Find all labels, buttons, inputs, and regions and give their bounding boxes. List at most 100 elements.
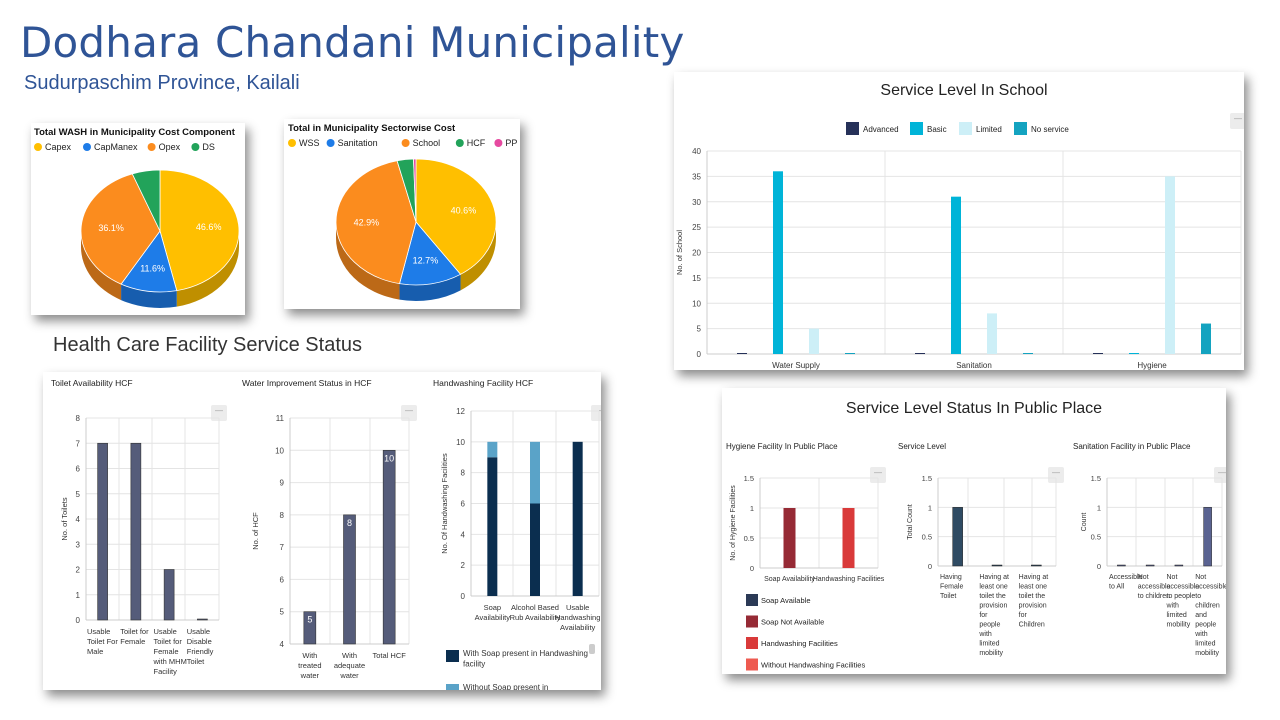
legend-marker (910, 122, 923, 135)
bar-segment (530, 441, 540, 504)
legend-marker (446, 684, 459, 690)
bar (1174, 564, 1184, 567)
bar (783, 508, 796, 568)
y-tick-label: 0 (1097, 562, 1101, 571)
legend-marker (147, 143, 156, 151)
bar (1093, 353, 1103, 354)
pie-data-label: 12.7% (413, 255, 439, 265)
bar (915, 353, 925, 354)
legend-marker (846, 122, 859, 135)
y-tick-label: 1 (1097, 503, 1101, 512)
chart-menu-button[interactable] (1214, 467, 1226, 483)
bar (382, 449, 396, 645)
y-tick-label: 25 (692, 223, 701, 232)
x-tick-label: Total HCF (372, 651, 406, 660)
y-axis-label: No. of Hygiene Facilities (730, 485, 737, 561)
y-tick-label: 4 (461, 530, 466, 539)
y-tick-label: 9 (280, 479, 285, 488)
pie-slice (335, 160, 417, 285)
legend-marker (746, 594, 758, 606)
pie-slice (131, 169, 161, 232)
pie-slice-side (81, 231, 122, 301)
pie-data-label: 42.9% (354, 218, 380, 228)
school-service-chart: Service Level In School Advanced Basic Limi… (675, 82, 1244, 370)
page-title: Dodhara Chandani Municipality (20, 18, 685, 67)
y-tick-label: 15 (692, 274, 701, 283)
legend-label: WSS (299, 138, 320, 148)
bar (987, 313, 997, 354)
y-tick-label: 0 (697, 350, 702, 359)
legend-label: Sanitation (338, 138, 378, 148)
chart-title: Toilet Availability HCF (51, 378, 133, 388)
legend-label: Soap Available (761, 596, 811, 605)
y-tick-label: 5 (280, 608, 285, 617)
chart-menu-icon: — (405, 406, 413, 415)
health-section-title: Health Care Facility Service Status (53, 334, 363, 356)
x-tick-label: Accessible to All (1109, 574, 1143, 591)
legend-marker (83, 143, 91, 151)
bar (1165, 176, 1175, 354)
y-tick-label: 4 (76, 515, 81, 524)
pie-card-wash-cost: Total WASH in Municipality Cost Componen… (31, 123, 245, 315)
bar (1023, 353, 1033, 354)
chart-menu-button[interactable] (211, 405, 227, 421)
legend-marker (446, 650, 459, 662)
legend-marker (191, 143, 200, 151)
bar (1145, 564, 1155, 567)
bar-segment (487, 441, 498, 458)
legend-marker (746, 615, 758, 628)
legend-marker (959, 122, 972, 135)
pie-slice (413, 158, 417, 223)
x-tick-label: Sanitation (956, 361, 992, 370)
pie-slice (415, 158, 497, 275)
legend-label: Handwashing Facilities (761, 639, 838, 648)
pie-slice (159, 169, 240, 292)
chart-menu-button[interactable] (1048, 467, 1064, 483)
y-tick-label: 8 (76, 414, 81, 423)
y-tick-label: 7 (280, 543, 285, 552)
pie-slice (399, 221, 462, 286)
chart-menu-button[interactable] (1230, 113, 1244, 129)
chart-menu-button[interactable] (401, 405, 417, 421)
y-tick-label: 0 (76, 616, 81, 625)
y-axis-label: No. Of Handwashing Facilities (440, 453, 449, 554)
y-axis-label: No. of Toilets (60, 497, 69, 540)
page-subtitle: Sudurpaschim Province, Kailali (24, 72, 300, 94)
bar (1201, 323, 1211, 354)
legend-marker (34, 143, 42, 151)
legend-label: HCF (467, 138, 486, 148)
y-tick-label: 1 (928, 503, 932, 512)
bar (737, 353, 747, 354)
x-tick-label: Not accessible to people with limited mobilit… (1166, 574, 1200, 629)
bar (1031, 564, 1042, 567)
x-tick-label: Having at least one toilet the provision for… (978, 574, 1009, 657)
bar (842, 508, 855, 568)
chart-menu-icon: — (874, 468, 882, 477)
chart-title: Service Level Status In Public Place (846, 400, 1102, 417)
bar-data-label: 8 (347, 518, 352, 528)
y-tick-label: 7 (76, 439, 81, 448)
bar-segment (487, 457, 498, 596)
x-tick-label: With adequate water (334, 651, 365, 680)
x-tick-label: Handwashing Facilities (813, 576, 885, 583)
y-tick-label: 5 (76, 490, 81, 499)
legend-marker (746, 658, 758, 671)
y-tick-label: 0.5 (744, 534, 754, 543)
y-tick-label: 8 (280, 511, 285, 520)
legend-label: Basic (927, 125, 947, 134)
legend-scrollbar[interactable] (589, 644, 595, 654)
chart-menu-button[interactable] (870, 467, 886, 483)
y-tick-label: 2 (461, 561, 466, 570)
x-tick-label: Not accessible to children (1138, 574, 1171, 600)
y-tick-label: 0 (928, 562, 932, 571)
x-tick-label: Alcohol Based Rub Availability (510, 603, 561, 622)
school-card: Service Level In School Advanced Basic Limi… (674, 72, 1244, 370)
legend-label: DS (202, 142, 215, 152)
bar (773, 171, 783, 354)
pie-data-label: 46.6% (196, 222, 222, 232)
x-tick-label: Usable Toilet For Male (87, 627, 118, 656)
y-tick-label: 0 (750, 564, 754, 573)
bar (1117, 564, 1126, 567)
chart-title: Total in Municipality Sectorwise Cost (288, 123, 456, 134)
